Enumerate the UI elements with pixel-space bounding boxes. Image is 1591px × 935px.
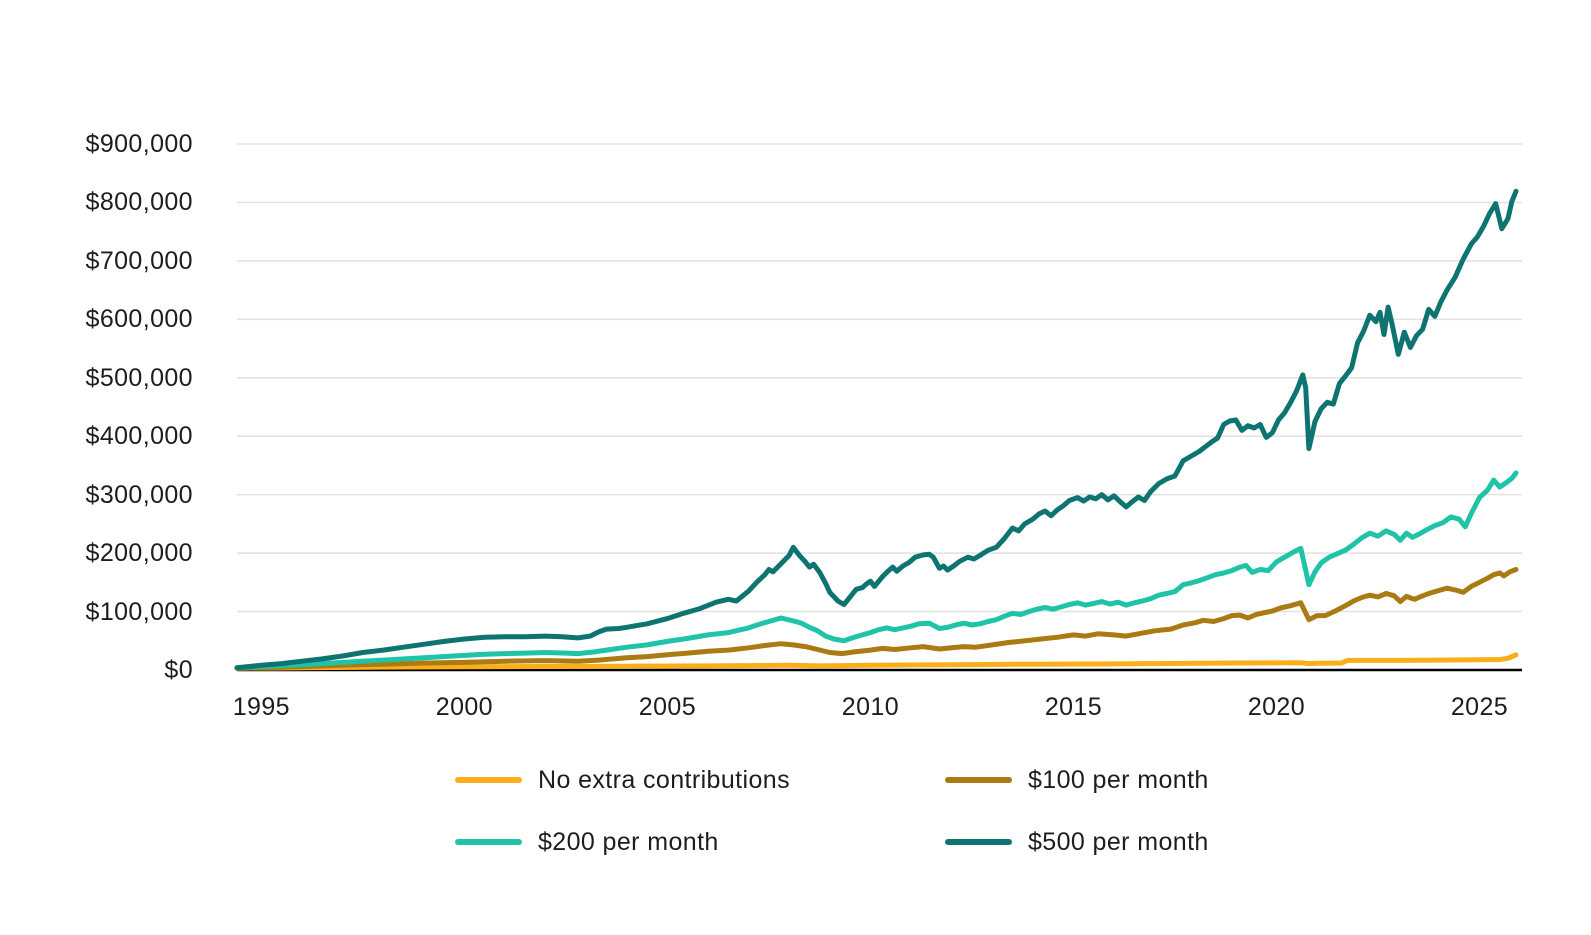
x-axis-label: 2015: [1044, 693, 1103, 721]
y-axis-label: $200,000: [85, 539, 193, 568]
y-axis-label: $800,000: [85, 188, 193, 217]
legend-item-100-per-month: $100 per month: [945, 764, 1209, 796]
y-axis-label: $700,000: [85, 246, 193, 275]
y-axis-label: $400,000: [85, 422, 193, 451]
y-axis-label: $300,000: [85, 480, 193, 509]
legend-swatch-100-per-month-icon: [945, 777, 1012, 783]
legend-label: No extra contributions: [538, 765, 790, 794]
legend-item-200-per-month: $200 per month: [455, 826, 945, 858]
x-axis-label: 1995: [232, 693, 290, 721]
series-line-0: [234, 652, 1519, 671]
y-axis-label: $900,000: [85, 130, 193, 158]
y-axis-label: $500,000: [85, 363, 193, 392]
series-line-1: [234, 567, 1519, 671]
series-line-3: [234, 188, 1519, 671]
legend-item-no-extra-contributions: No extra contributions: [455, 764, 945, 796]
x-axis-label: 2020: [1247, 693, 1306, 721]
legend-label: $200 per month: [538, 827, 719, 856]
series-line-2: [234, 470, 1519, 671]
x-axis-label: 2005: [638, 693, 696, 721]
legend-swatch-500-per-month-icon: [945, 839, 1012, 845]
legend: No extra contributions $100 per month $2…: [455, 764, 1209, 858]
y-axis-label: $100,000: [85, 597, 193, 626]
y-axis-label: $0: [164, 656, 193, 684]
x-axis-label: 2010: [841, 693, 900, 721]
legend-label: $100 per month: [1028, 765, 1209, 794]
x-axis-label: 2000: [435, 693, 493, 721]
legend-label: $500 per month: [1028, 827, 1209, 856]
x-axis-label: 2025: [1450, 693, 1509, 721]
y-axis-label: $600,000: [85, 305, 193, 334]
legend-swatch-200-per-month-icon: [455, 839, 522, 845]
legend-item-500-per-month: $500 per month: [945, 826, 1209, 858]
legend-swatch-no-extra-contributions-icon: [455, 777, 522, 783]
